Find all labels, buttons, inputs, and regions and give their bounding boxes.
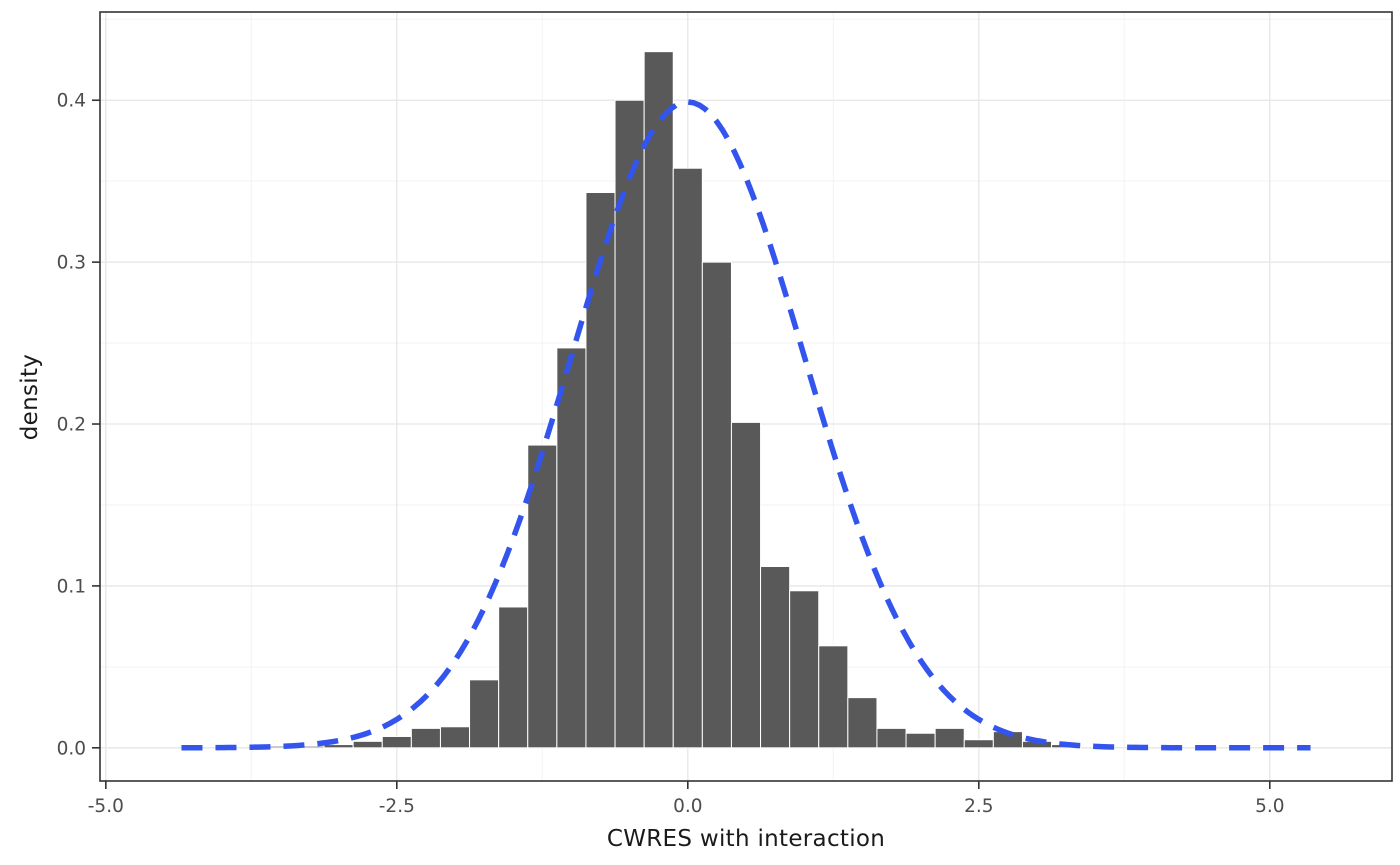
x-tick-label: 2.5 — [964, 796, 993, 817]
y-axis-title: density — [17, 353, 43, 441]
histogram-bar — [585, 192, 616, 749]
x-tick-label: 0.0 — [673, 796, 702, 817]
histogram-bar — [352, 740, 383, 749]
x-tick-label: -2.5 — [379, 796, 415, 817]
x-tick-label: 5.0 — [1255, 796, 1284, 817]
histogram-bar — [847, 697, 878, 749]
histogram-bar — [701, 261, 732, 749]
histogram-bar — [963, 739, 994, 749]
panel-border — [99, 11, 1393, 782]
histogram-bar — [410, 727, 441, 749]
histogram-bar — [498, 606, 529, 749]
y-tick-label: 0.1 — [57, 576, 86, 597]
x-axis-title: CWRES with interaction — [606, 826, 886, 852]
histogram-bar — [760, 565, 791, 749]
histogram-bar — [905, 732, 936, 749]
histogram-bar — [439, 726, 471, 749]
histogram-bar — [934, 727, 965, 749]
y-tick-label: 0.4 — [57, 91, 86, 112]
histogram-bar — [556, 347, 587, 749]
histogram-bar — [381, 735, 412, 749]
histogram-bar — [876, 727, 907, 749]
histogram-bar — [469, 679, 500, 749]
histogram-bar — [818, 645, 849, 749]
histogram-bar — [789, 590, 820, 749]
histogram-bar — [730, 421, 762, 749]
y-tick-label: 0.2 — [57, 415, 86, 436]
density-curve — [181, 99, 1311, 751]
x-tick-label: -5.0 — [88, 796, 124, 817]
histogram-bar — [643, 51, 674, 749]
y-tick-label: 0.0 — [57, 738, 86, 759]
y-tick-label: 0.3 — [57, 253, 86, 274]
histogram-bar — [672, 167, 703, 749]
